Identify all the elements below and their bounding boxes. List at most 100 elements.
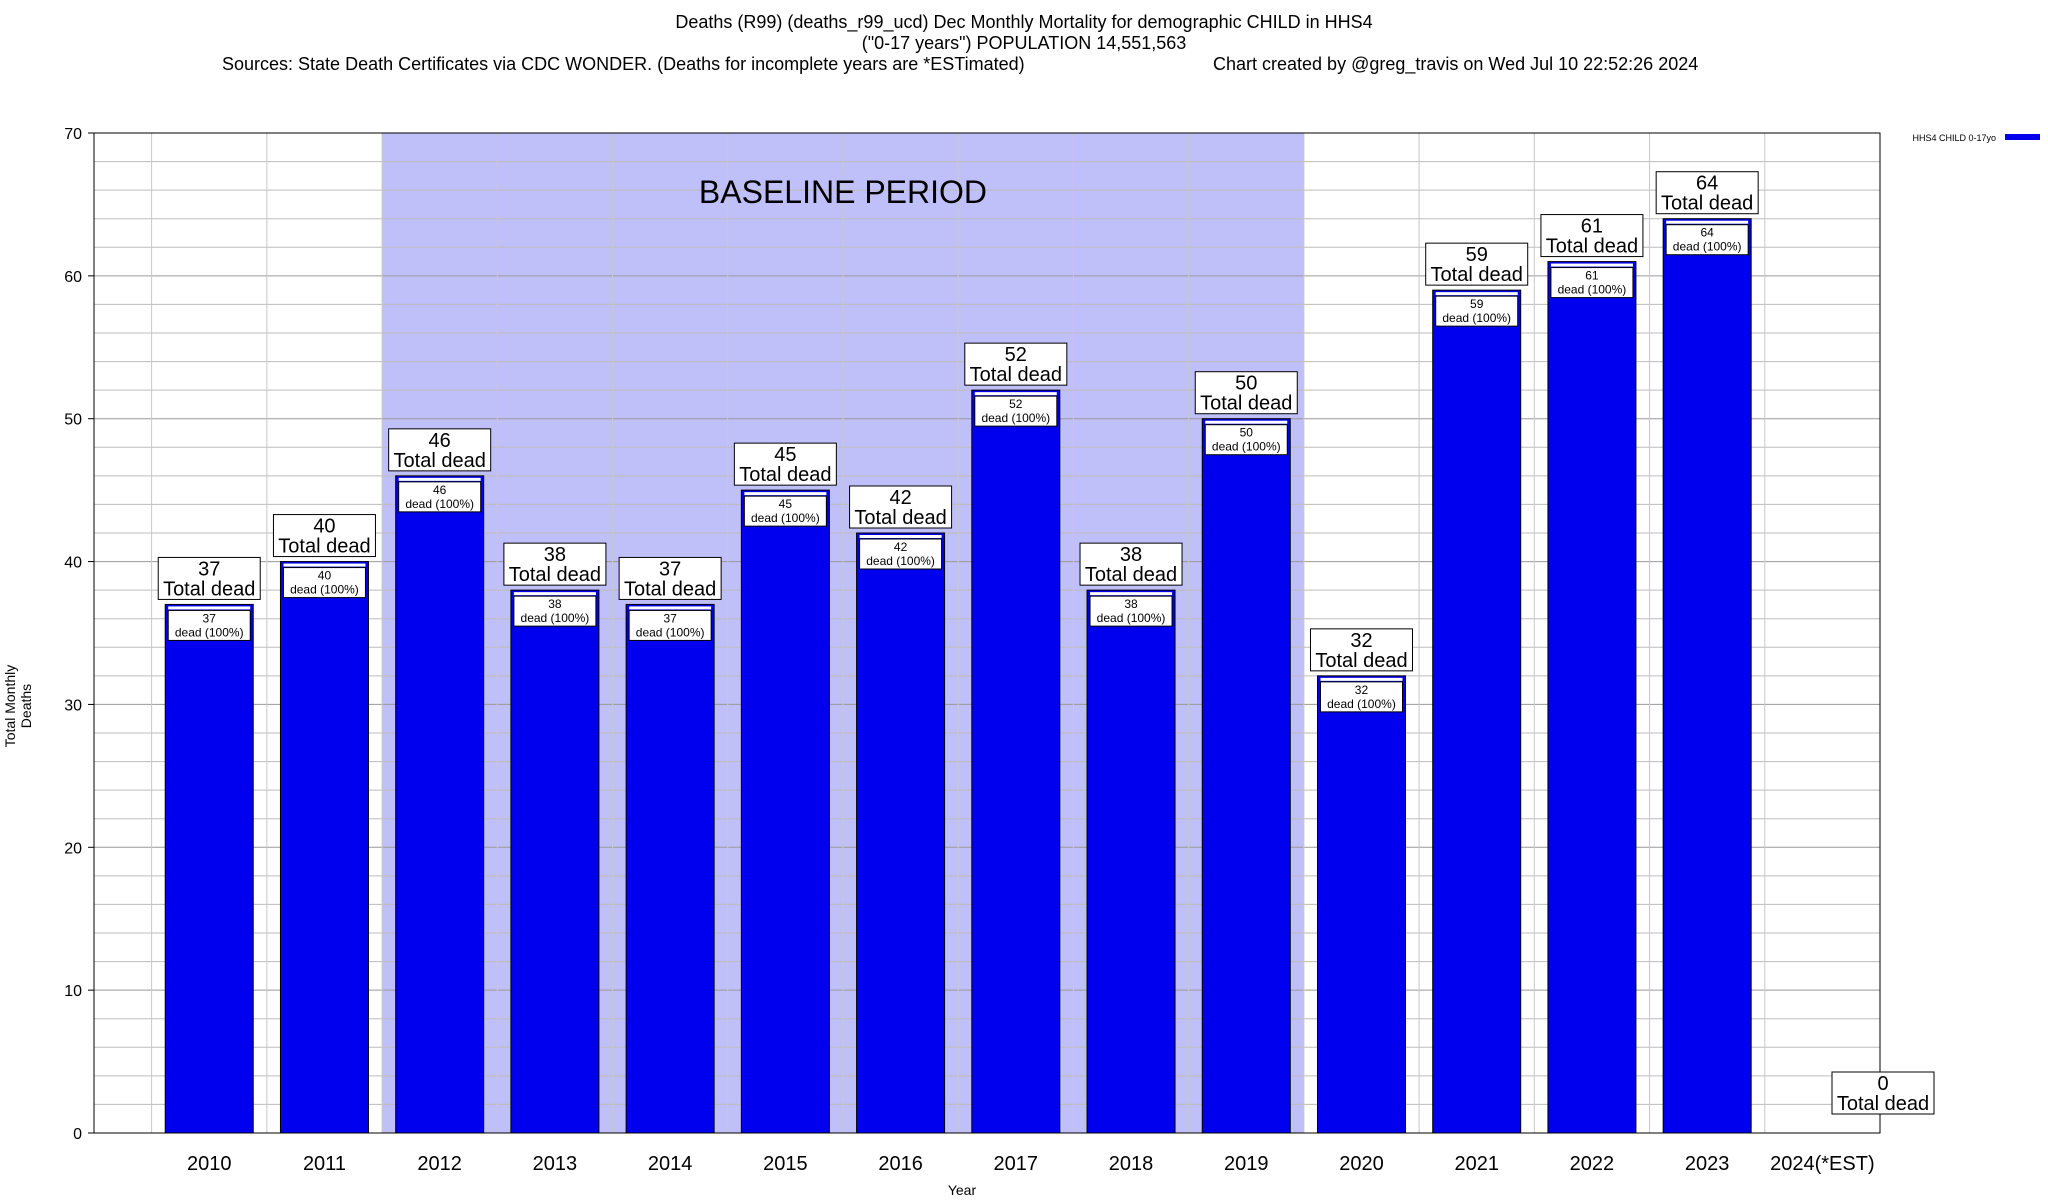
- top-label-box: [503, 542, 607, 586]
- inner-label-box: [1665, 224, 1749, 256]
- bar-2021: [1432, 289, 1522, 1134]
- bar-2013: [510, 589, 600, 1134]
- y-tick-label: 70: [64, 126, 82, 143]
- x-tick-label: 2021: [1454, 1153, 1499, 1175]
- inner-label-box: [859, 538, 943, 570]
- inner-label-value: 40: [318, 569, 332, 583]
- y-tick-label: 10: [64, 983, 82, 1000]
- x-tick-label: 2022: [1570, 1153, 1615, 1175]
- legend-label: HHS4 CHILD 0-17yo: [1912, 133, 1996, 143]
- top-label-box: [1079, 542, 1183, 586]
- inner-label-box: [1319, 681, 1403, 713]
- inner-label-box: [1550, 267, 1634, 299]
- x-tick-label: 2011: [303, 1153, 346, 1175]
- inner-label-text: dead (100%): [866, 554, 935, 568]
- inner-label-box: [743, 495, 827, 527]
- inner-label-text: dead (100%): [290, 583, 359, 597]
- top-label-box: [272, 514, 376, 558]
- top-label-value: 61: [1581, 216, 1603, 238]
- chart-credit: Chart created by @greg_travis on Wed Jul…: [1213, 54, 1699, 74]
- inner-label-value: 38: [548, 597, 562, 611]
- top-label-value: 32: [1350, 630, 1372, 652]
- inner-label-text: dead (100%): [1327, 697, 1396, 711]
- top-label-value: 64: [1696, 173, 1718, 195]
- y-tick-label: 20: [64, 840, 82, 857]
- top-label-box: [964, 342, 1068, 386]
- top-label-text: Total dead: [1431, 264, 1523, 286]
- legend-swatch: [2005, 134, 2040, 140]
- inner-label-value: 50: [1240, 426, 1254, 440]
- title-line-3: Sources: State Death Certificates via CD…: [222, 54, 1025, 74]
- top-label-text: Total dead: [509, 564, 601, 586]
- top-label-text: Total dead: [1085, 564, 1177, 586]
- top-label-text: Total dead: [1200, 393, 1292, 415]
- x-tick-label: 2024(*EST): [1770, 1153, 1875, 1175]
- x-tick-label: 2023: [1685, 1153, 1730, 1175]
- inner-label-text: dead (100%): [981, 411, 1050, 425]
- x-tick-label: 2017: [994, 1153, 1039, 1175]
- inner-label-box: [628, 609, 712, 641]
- top-label-text: Total dead: [1546, 236, 1638, 258]
- top-label-box: [1655, 171, 1759, 215]
- bar-top-highlight: [974, 392, 1057, 396]
- inner-label-value: 46: [433, 483, 447, 497]
- bar-2015: [740, 489, 830, 1134]
- title-line-2: ("0-17 years") POPULATION 14,551,563: [861, 33, 1187, 53]
- top-label-value: 45: [774, 444, 796, 466]
- top-label-box: [1309, 628, 1413, 672]
- top-label-text: Total dead: [394, 450, 486, 472]
- bar-top-highlight: [1205, 420, 1288, 424]
- x-tick-label: 2012: [417, 1153, 462, 1175]
- x-axis-label: Year: [948, 1182, 977, 1198]
- bar-top-highlight: [744, 492, 827, 496]
- inner-label-value: 59: [1470, 297, 1484, 311]
- top-label-box: [1831, 1071, 1935, 1115]
- x-tick-label: 2020: [1339, 1153, 1384, 1175]
- x-tick-label: 2010: [187, 1153, 232, 1175]
- top-label-box: [1540, 214, 1644, 258]
- top-label-text: Total dead: [278, 536, 370, 558]
- bar-top-highlight: [1320, 677, 1403, 681]
- chart-title: Deaths (R99) (deaths_r99_ucd) Dec Monthl…: [0, 12, 2048, 75]
- inner-label-box: [167, 609, 251, 641]
- inner-label-value: 37: [203, 611, 217, 625]
- top-label-box: [618, 556, 722, 600]
- top-label-value: 52: [1005, 344, 1027, 366]
- inner-label-value: 37: [663, 611, 677, 625]
- top-label-value: 40: [313, 516, 335, 538]
- bar-2022: [1547, 261, 1637, 1134]
- top-label-box: [1425, 242, 1529, 286]
- x-tick-label: 2019: [1224, 1153, 1269, 1175]
- top-label-text: Total dead: [970, 364, 1062, 386]
- top-label-text: Total dead: [624, 578, 716, 600]
- top-label-value: 50: [1235, 373, 1257, 395]
- bar-top-highlight: [859, 535, 942, 538]
- bar-top-highlight: [1550, 263, 1633, 267]
- inner-label-text: dead (100%): [1212, 440, 1281, 454]
- inner-label-text: dead (100%): [405, 497, 474, 511]
- bar-top-highlight: [513, 592, 596, 596]
- top-label-text: Total dead: [1837, 1093, 1929, 1115]
- x-tick-label: 2018: [1109, 1153, 1154, 1175]
- bar-2011: [279, 561, 369, 1134]
- inner-label-value: 61: [1585, 269, 1599, 283]
- inner-label-box: [974, 395, 1058, 427]
- baseline-label: BASELINE PERIOD: [699, 174, 987, 210]
- inner-label-value: 52: [1009, 397, 1023, 411]
- x-tick-label: 2016: [878, 1153, 923, 1175]
- x-tick-label: 2015: [763, 1153, 808, 1175]
- top-label-box: [1194, 371, 1298, 415]
- bar-2023: [1662, 218, 1752, 1134]
- inner-label-text: dead (100%): [521, 611, 590, 625]
- top-label-box: [388, 428, 492, 472]
- bar-top-highlight: [1666, 220, 1749, 224]
- top-label-box: [849, 485, 953, 529]
- top-label-box: [733, 442, 837, 486]
- inner-label-value: 32: [1355, 683, 1369, 697]
- inner-label-value: 64: [1700, 226, 1714, 240]
- top-label-value: 46: [429, 430, 451, 452]
- bar-top-highlight: [1435, 292, 1518, 296]
- inner-label-text: dead (100%): [751, 511, 820, 525]
- inner-label-text: dead (100%): [1097, 611, 1166, 625]
